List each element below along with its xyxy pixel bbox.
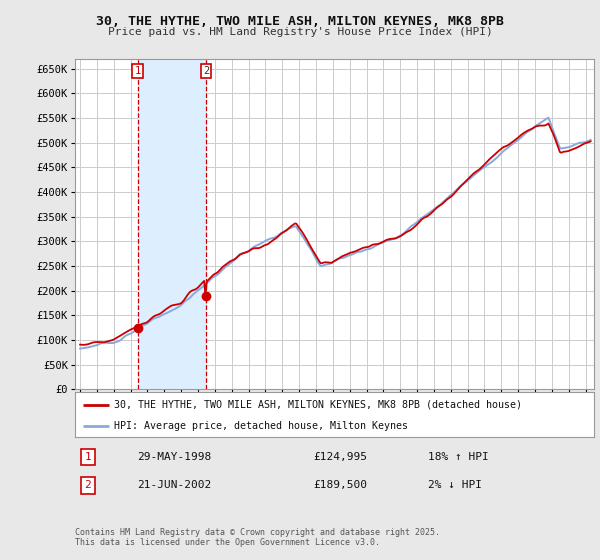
Text: Price paid vs. HM Land Registry's House Price Index (HPI): Price paid vs. HM Land Registry's House … [107, 27, 493, 37]
Text: 30, THE HYTHE, TWO MILE ASH, MILTON KEYNES, MK8 8PB (detached house): 30, THE HYTHE, TWO MILE ASH, MILTON KEYN… [114, 399, 522, 409]
Text: 1: 1 [85, 452, 91, 462]
Text: 29-MAY-1998: 29-MAY-1998 [137, 452, 212, 462]
Text: 2: 2 [203, 66, 209, 76]
Text: 2% ↓ HPI: 2% ↓ HPI [428, 480, 482, 491]
Text: 18% ↑ HPI: 18% ↑ HPI [428, 452, 488, 462]
Bar [137, 59, 206, 389]
Text: Contains HM Land Registry data © Crown copyright and database right 2025.
This d: Contains HM Land Registry data © Crown c… [75, 528, 440, 547]
Text: 21-JUN-2002: 21-JUN-2002 [137, 480, 212, 491]
Text: 30, THE HYTHE, TWO MILE ASH, MILTON KEYNES, MK8 8PB: 30, THE HYTHE, TWO MILE ASH, MILTON KEYN… [96, 15, 504, 27]
Text: 2: 2 [85, 480, 91, 491]
Text: 1: 1 [134, 66, 140, 76]
Text: £124,995: £124,995 [314, 452, 368, 462]
Text: HPI: Average price, detached house, Milton Keynes: HPI: Average price, detached house, Milt… [114, 421, 408, 431]
Text: £189,500: £189,500 [314, 480, 368, 491]
